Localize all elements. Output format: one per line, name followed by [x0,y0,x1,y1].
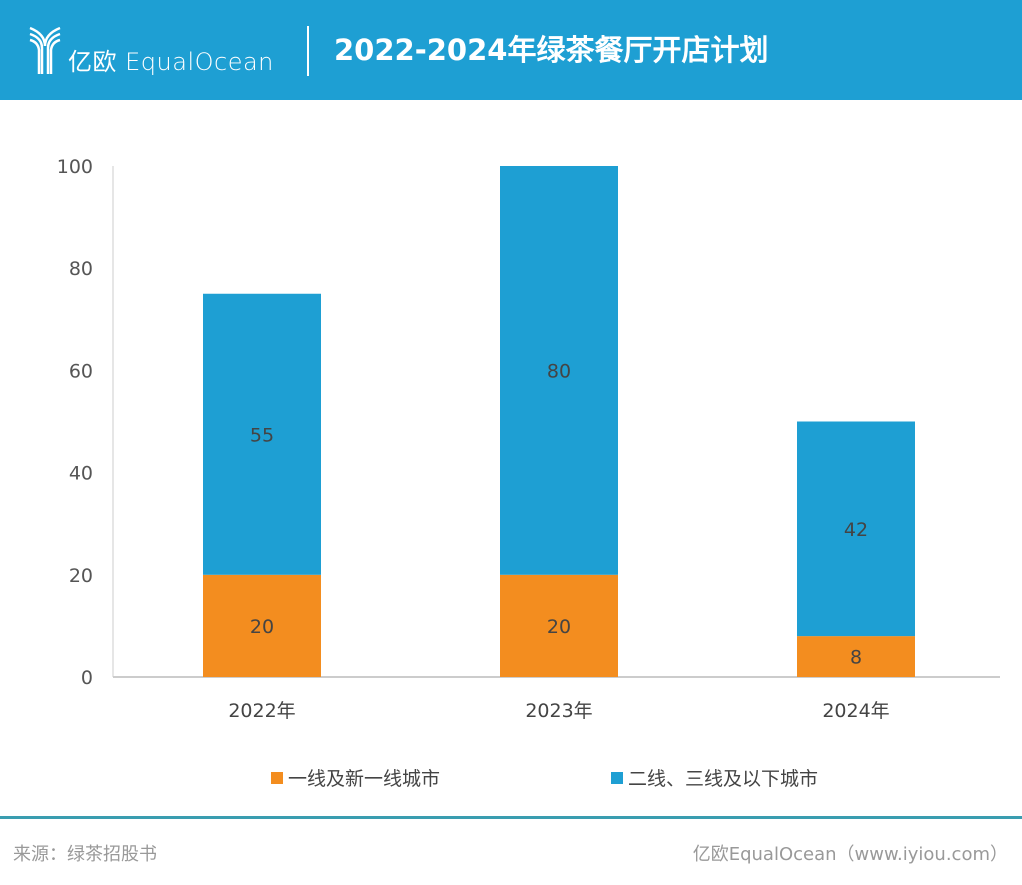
equalocean-logo: 亿欧 EqualOcean [28,26,274,76]
footer-divider [0,816,1022,819]
bar-segment [500,166,618,575]
source-note: 来源：绿茶招股书 [13,844,157,865]
logo-text: 亿欧 EqualOcean [68,48,274,76]
y-tick-label: 0 [81,667,93,689]
x-tick-label: 2022年 [228,700,295,722]
data-label: 80 [547,360,571,382]
data-label: 8 [850,647,862,669]
bar-segment [203,293,321,575]
legend-label: 二线、三线及以下城市 [628,768,818,790]
x-tick-label: 2023年 [525,700,592,722]
logo-icon [29,26,61,74]
legend-swatch [271,772,283,784]
page-title: 2022-2024年绿茶餐厅开店计划 [334,33,769,67]
y-tick-label: 80 [69,258,93,280]
data-label: 42 [844,519,868,541]
bar-segment [500,574,618,677]
data-label: 20 [250,616,274,638]
data-label: 20 [547,616,571,638]
header-banner: 亿欧 EqualOcean 2022-2024年绿茶餐厅开店计划 [0,0,1022,100]
header-divider [307,26,309,76]
brand-note: 亿欧EqualOcean（www.iyiou.com） [692,844,1008,865]
y-tick-label: 100 [57,156,93,178]
y-tick-label: 20 [69,565,93,587]
y-tick-label: 40 [69,463,93,485]
data-label: 55 [250,424,274,446]
bar-segment [797,421,915,637]
x-tick-label: 2024年 [822,700,889,722]
y-tick-label: 60 [69,360,93,382]
bar-segment [203,574,321,677]
legend-label: 一线及新一线城市 [288,768,440,790]
legend-swatch [611,772,623,784]
bar-segment [797,636,915,677]
